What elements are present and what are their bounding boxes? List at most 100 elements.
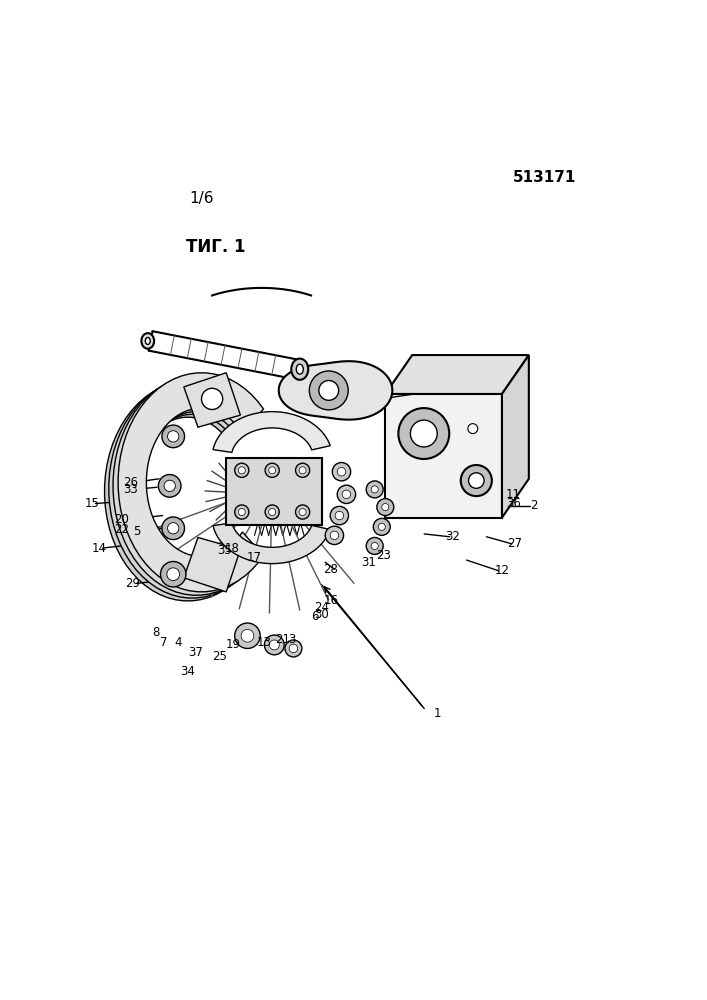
Polygon shape [385, 394, 502, 518]
Circle shape [158, 475, 181, 497]
Polygon shape [385, 355, 529, 394]
Ellipse shape [201, 388, 223, 410]
Text: 25: 25 [211, 650, 227, 663]
Circle shape [168, 523, 179, 534]
Text: 20: 20 [114, 513, 129, 526]
Circle shape [296, 505, 310, 519]
Text: 26: 26 [123, 476, 139, 489]
Circle shape [332, 463, 351, 481]
Text: 7: 7 [160, 636, 168, 649]
Circle shape [235, 505, 249, 519]
Ellipse shape [319, 381, 339, 400]
Circle shape [264, 635, 284, 655]
Circle shape [337, 467, 346, 476]
Text: 18: 18 [224, 542, 240, 555]
Text: 37: 37 [188, 646, 204, 659]
Circle shape [238, 508, 245, 516]
Circle shape [373, 518, 390, 535]
Text: 32: 32 [445, 530, 460, 543]
Circle shape [168, 431, 179, 442]
Circle shape [366, 481, 383, 498]
Circle shape [167, 568, 180, 581]
Circle shape [337, 485, 356, 504]
Circle shape [164, 480, 175, 492]
Circle shape [378, 523, 385, 530]
Text: 16: 16 [323, 594, 339, 607]
Text: 24: 24 [314, 601, 329, 614]
Text: 27: 27 [507, 537, 522, 550]
Text: 23: 23 [376, 549, 392, 562]
Circle shape [235, 463, 249, 477]
Polygon shape [502, 355, 529, 518]
Circle shape [371, 542, 378, 549]
Polygon shape [118, 373, 264, 592]
Polygon shape [109, 379, 254, 598]
Text: 21: 21 [275, 633, 291, 646]
Circle shape [289, 644, 298, 653]
Text: 22: 22 [114, 523, 129, 536]
Circle shape [377, 499, 394, 516]
Text: 6: 6 [311, 610, 318, 623]
Text: 31: 31 [361, 556, 377, 569]
Ellipse shape [469, 473, 484, 488]
Text: 12: 12 [494, 564, 510, 577]
Ellipse shape [146, 337, 151, 344]
Ellipse shape [410, 420, 437, 447]
Circle shape [299, 467, 306, 474]
Text: 36: 36 [506, 497, 521, 510]
Text: 19: 19 [226, 638, 241, 651]
Polygon shape [113, 376, 258, 595]
Ellipse shape [296, 364, 303, 374]
Text: 3: 3 [288, 633, 296, 646]
Circle shape [265, 505, 279, 519]
Text: 4: 4 [175, 636, 182, 649]
Text: 34: 34 [180, 665, 195, 678]
Circle shape [162, 517, 185, 540]
Polygon shape [213, 523, 330, 564]
Ellipse shape [291, 359, 308, 380]
Circle shape [269, 508, 276, 516]
Circle shape [335, 511, 344, 520]
Circle shape [235, 623, 260, 648]
Circle shape [325, 526, 344, 545]
Polygon shape [279, 361, 392, 420]
Circle shape [468, 424, 478, 434]
Text: 13: 13 [257, 636, 272, 649]
Circle shape [371, 486, 378, 493]
Text: 28: 28 [323, 563, 339, 576]
Text: ΤИГ. 1: ΤИГ. 1 [186, 238, 245, 256]
Circle shape [238, 467, 245, 474]
Circle shape [241, 629, 254, 642]
Text: 2: 2 [530, 499, 537, 512]
Ellipse shape [310, 371, 348, 410]
Circle shape [299, 508, 306, 516]
Text: 14: 14 [91, 542, 107, 555]
Circle shape [269, 467, 276, 474]
Circle shape [366, 537, 383, 554]
Polygon shape [184, 373, 240, 427]
Ellipse shape [461, 465, 492, 496]
Text: 513171: 513171 [513, 170, 576, 185]
Circle shape [382, 504, 389, 511]
Text: 15: 15 [84, 497, 100, 510]
Text: 1/6: 1/6 [189, 191, 214, 206]
Circle shape [342, 490, 351, 499]
Circle shape [330, 506, 349, 525]
Polygon shape [213, 412, 330, 452]
Ellipse shape [398, 408, 449, 459]
Text: 11: 11 [506, 488, 521, 501]
Polygon shape [105, 382, 250, 601]
Circle shape [269, 640, 279, 650]
Circle shape [160, 562, 186, 587]
Circle shape [285, 640, 302, 657]
Polygon shape [184, 537, 240, 592]
Circle shape [296, 463, 310, 477]
Text: 8: 8 [152, 626, 159, 639]
Text: 17: 17 [247, 551, 262, 564]
Polygon shape [226, 458, 322, 525]
Text: 1: 1 [433, 707, 440, 720]
Text: 5: 5 [133, 525, 140, 538]
Text: 35: 35 [218, 544, 232, 557]
Circle shape [162, 425, 185, 448]
Text: 29: 29 [125, 577, 141, 590]
